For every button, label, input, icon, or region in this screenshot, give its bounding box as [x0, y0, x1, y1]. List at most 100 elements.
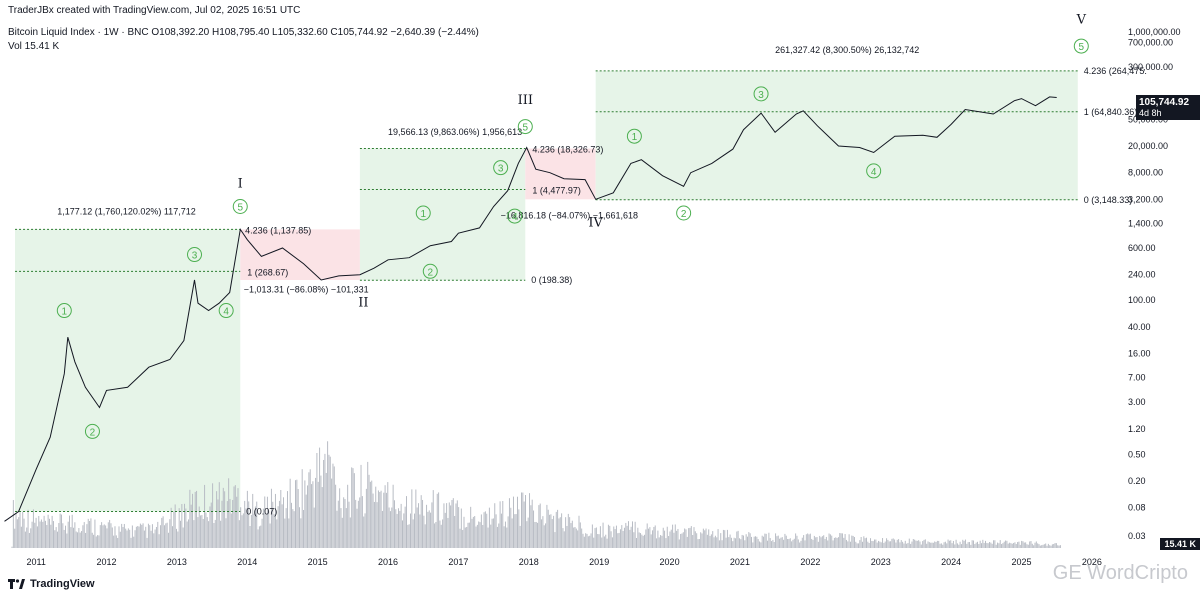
- volume-bar: [309, 469, 311, 548]
- volume-bar: [709, 535, 711, 548]
- volume-bar: [629, 529, 631, 548]
- volume-bar: [355, 499, 357, 548]
- volume-bar: [833, 537, 835, 548]
- volume-bar: [880, 542, 882, 548]
- volume-bar: [547, 509, 549, 548]
- volume-bar: [994, 540, 996, 548]
- fib-label-8: 0 (3,148.33): [1084, 195, 1133, 205]
- volume-bar: [769, 538, 771, 548]
- volume-bar: [1019, 544, 1021, 548]
- volume-bar: [329, 456, 331, 548]
- volume-bar: [35, 517, 37, 548]
- volume-bar: [67, 521, 69, 548]
- volume-bar: [857, 543, 859, 548]
- volume-bar: [269, 523, 271, 548]
- volume-bar: [686, 536, 688, 548]
- volume-bar: [705, 528, 707, 548]
- volume-bar: [180, 520, 182, 548]
- volume-bar: [1050, 545, 1052, 548]
- volume-bar: [405, 496, 407, 548]
- volume-bar: [1054, 543, 1056, 548]
- volume-bar: [244, 500, 246, 548]
- volume-bar: [504, 521, 506, 548]
- wave-circle-13: [866, 163, 882, 179]
- volume-bar: [792, 539, 794, 548]
- volume-bar: [488, 507, 490, 548]
- x-axis: 2011 2012 2013 2014 2015 2016 2017 2018 2019 2020…: [26, 557, 1101, 567]
- volume-bar: [998, 543, 1000, 548]
- price-series-line: [4, 96, 1057, 522]
- volume-bar: [431, 502, 433, 548]
- y-tick-label: 40.00: [1128, 322, 1151, 332]
- volume-bar: [261, 518, 263, 548]
- volume-bar: [202, 519, 204, 548]
- volume-bar: [315, 477, 317, 548]
- volume-bar: [1006, 540, 1008, 548]
- volume-bar: [523, 501, 525, 548]
- volume-bar: [800, 540, 802, 548]
- volume-bar: [515, 514, 517, 548]
- symbol-ohlc-line[interactable]: Bitcoin Liquid Index · 1W · BNC O108,392…: [8, 27, 479, 38]
- y-tick-label: 0.50: [1128, 449, 1146, 459]
- volume-bar: [482, 524, 484, 548]
- volume-bar: [633, 532, 635, 548]
- volume-bar: [233, 486, 235, 548]
- volume-bar: [765, 533, 767, 548]
- volume-bar: [573, 527, 575, 548]
- volume-bar: [530, 505, 532, 548]
- fib-label-7: 1 (64,840.36): [1084, 107, 1138, 117]
- volume-bar: [872, 541, 874, 548]
- wave-circle-10: [626, 128, 642, 144]
- volume-bar: [999, 540, 1001, 548]
- tradingview-brand[interactable]: TradingView: [8, 578, 95, 590]
- volume-bar: [768, 532, 770, 548]
- volume-bar: [28, 532, 30, 548]
- volume-bar: [808, 534, 810, 548]
- volume-bar: [447, 517, 449, 548]
- volume-bar: [273, 514, 275, 548]
- volume-bar: [795, 533, 797, 548]
- volume-bar: [868, 542, 870, 548]
- volume-bar: [538, 505, 540, 548]
- volume-bar: [277, 506, 279, 548]
- volume-bar: [250, 515, 252, 548]
- volume-bar: [290, 502, 292, 548]
- volume-bar: [109, 519, 111, 548]
- volume-bar: [701, 533, 703, 548]
- volume-bar: [700, 532, 702, 548]
- volume-bar: [93, 534, 95, 548]
- volume-bar: [400, 503, 402, 548]
- volume-bar: [566, 525, 568, 548]
- volume-bar: [867, 541, 869, 548]
- volume-bar: [927, 541, 929, 548]
- volume-bar: [1059, 545, 1061, 548]
- volume-bar: [648, 528, 650, 548]
- wave-roman-2: III: [518, 93, 533, 108]
- volume-bar: [119, 531, 121, 548]
- volume-bar: [335, 484, 337, 548]
- volume-bar: [605, 534, 607, 548]
- volume-bar: [133, 536, 135, 548]
- volume-bar: [722, 529, 724, 548]
- volume-bar: [541, 519, 543, 548]
- volume-bar: [1018, 541, 1020, 548]
- volume-bar: [375, 486, 377, 548]
- volume-bar: [450, 505, 452, 548]
- volume-bar: [640, 533, 642, 548]
- volume-bar: [496, 526, 498, 548]
- volume-bar: [74, 522, 76, 548]
- x-tick-label: 2017: [448, 557, 468, 567]
- volume-bar: [205, 512, 207, 548]
- volume-bar: [56, 531, 58, 548]
- zone-label-3: 1 (4,477.97): [532, 186, 581, 196]
- volume-bar: [797, 539, 799, 548]
- volume-bar: [553, 515, 555, 548]
- volume-bar: [359, 497, 361, 548]
- volume-bar: [706, 534, 708, 548]
- volume-bar: [590, 533, 592, 548]
- volume-bar: [662, 527, 664, 548]
- volume-bar: [222, 487, 224, 548]
- volume-bar: [785, 535, 787, 548]
- watermark: GE WordCripto: [1052, 562, 1188, 584]
